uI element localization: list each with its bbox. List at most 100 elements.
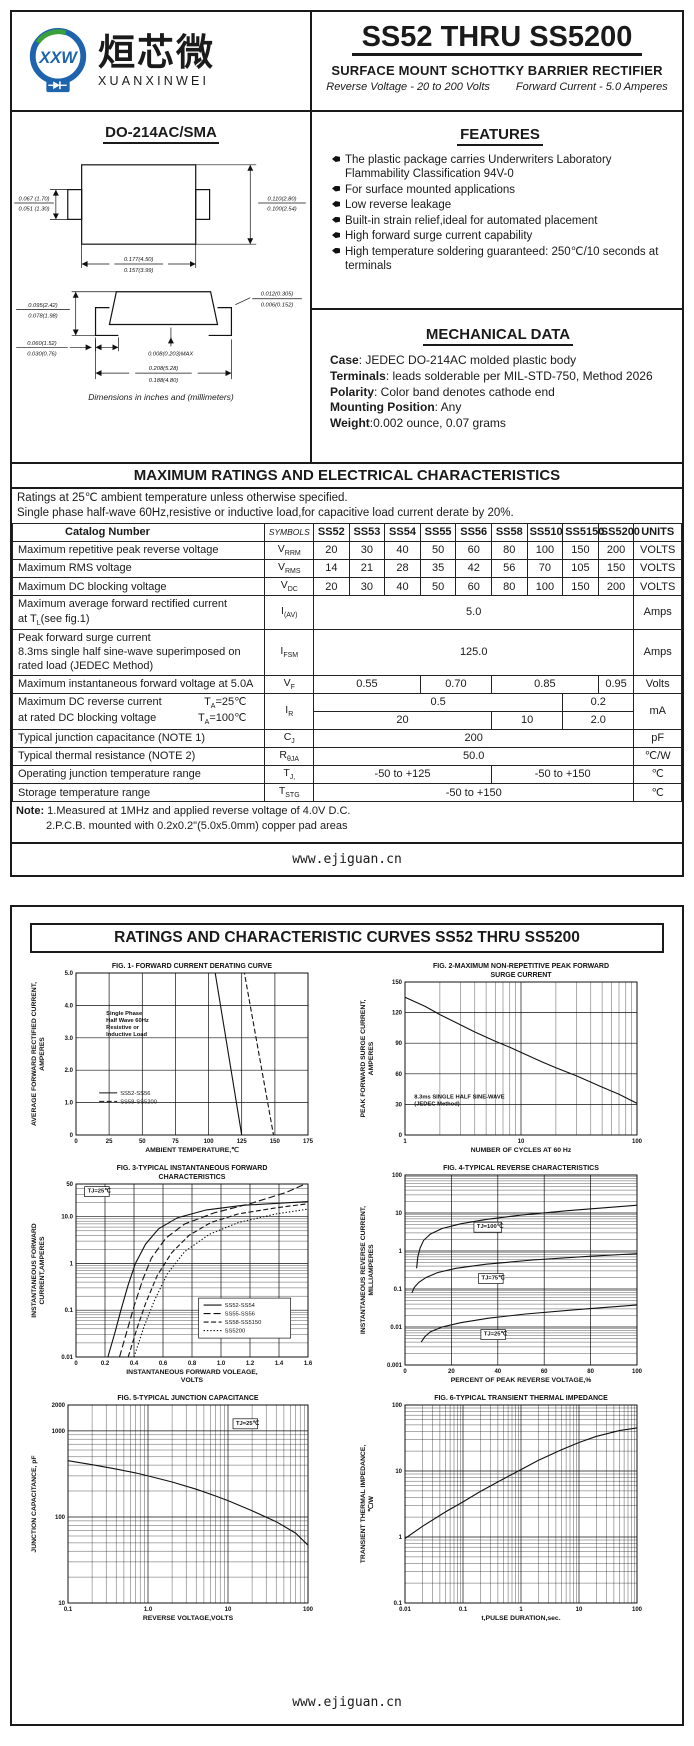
feature-text: Low reverse leakage bbox=[345, 199, 452, 212]
svg-text:CURRENT,AMPERES: CURRENT,AMPERES bbox=[39, 1236, 46, 1304]
feature-text: High temperature soldering guaranteed: 2… bbox=[345, 245, 659, 272]
table-header-row: Catalog Number SYMBOLS SS52 SS53 SS54 SS55 SS5… bbox=[11, 523, 682, 542]
svg-text:40: 40 bbox=[494, 1369, 501, 1375]
svg-text:0.1: 0.1 bbox=[63, 1607, 72, 1613]
ratings-table-container: Catalog Number SYMBOLS SS52 SS53 SS54 SS55 SS5… bbox=[11, 523, 682, 803]
table-cell: 0.55 bbox=[313, 674, 421, 694]
svg-text:SS52-SS54: SS52-SS54 bbox=[224, 1303, 255, 1309]
table-cell: 30 bbox=[348, 577, 386, 597]
table-cell: 80 bbox=[491, 577, 528, 597]
table-cell: 14 bbox=[313, 558, 350, 579]
svg-text:10: 10 bbox=[395, 1211, 402, 1217]
svg-text:FIG. 6-TYPICAL TRANSIENT THERM: FIG. 6-TYPICAL TRANSIENT THERMAL IMPEDAN… bbox=[434, 1395, 608, 1402]
svg-text:INSTANTANEOUS REVERSE CURRENT,: INSTANTANEOUS REVERSE CURRENT, bbox=[360, 1206, 367, 1334]
mechanical-value: : Color band denotes cathode end bbox=[374, 384, 555, 399]
table-cell: Amps bbox=[633, 595, 682, 630]
document-subtitle: SURFACE MOUNT SCHOTTKY BARRIER RECTIFIER bbox=[331, 63, 663, 79]
table-cell: IR bbox=[264, 692, 315, 730]
fig1-figure: FIG. 1- FORWARD CURRENT DERATING CURVE 0 2… bbox=[28, 957, 338, 1159]
dim-tab-height-mm: 0.051 (1.30) bbox=[19, 206, 50, 212]
feature-text: Built-in strain relief,ideal for automat… bbox=[345, 214, 598, 227]
table-cell: VOLTS bbox=[633, 558, 682, 579]
column-header: SS55 bbox=[419, 523, 457, 542]
page1-footer-url: www.ejiguan.cn bbox=[12, 842, 682, 875]
package-title: DO-214AC/SMA bbox=[12, 124, 310, 144]
svg-text:1: 1 bbox=[69, 1261, 73, 1267]
mechanical-label: Weight bbox=[330, 416, 370, 431]
table-row: Peak forward surge current 8.3ms single h… bbox=[11, 628, 682, 676]
table-cell: 20 bbox=[313, 540, 350, 560]
charts-grid: FIG. 1- FORWARD CURRENT DERATING CURVE 0 2… bbox=[12, 955, 682, 1627]
svg-text:AVERAGE FORWARD RECTIFIED CURR: AVERAGE FORWARD RECTIFIED CURRENT, bbox=[31, 982, 38, 1126]
svg-text:1: 1 bbox=[398, 1535, 402, 1541]
table-cell: 200 bbox=[597, 540, 635, 560]
table-row: Operating junction temperature range TJ, -… bbox=[11, 764, 682, 785]
svg-text:(JEDEC Method): (JEDEC Method) bbox=[414, 1101, 459, 1107]
tagline-reverse-voltage: Reverse Voltage - 20 to 200 Volts bbox=[326, 81, 490, 94]
table-cell: Typical junction capacitance (NOTE 1) bbox=[11, 728, 266, 748]
column-header: UNITS bbox=[633, 523, 682, 542]
bullet-arrow-icon bbox=[332, 201, 340, 208]
svg-text:10: 10 bbox=[517, 1139, 524, 1145]
svg-text:INSTANTANEOUS FORWARD VOLEAGE,: INSTANTANEOUS FORWARD VOLEAGE, bbox=[126, 1369, 258, 1376]
dim-body-height-mm: 0.100(2.54) bbox=[267, 206, 296, 212]
fig4-figure: FIG. 4-TYPICAL REVERSE CHARACTERISTICS 0 2… bbox=[357, 1159, 667, 1389]
table-cell: 100 bbox=[526, 540, 564, 560]
mechanical-row: Mounting Position: Any bbox=[330, 400, 666, 416]
column-header: SYMBOLS bbox=[264, 523, 315, 542]
dim-lead-thickness-in: 0.012(0.305) bbox=[261, 292, 294, 298]
svg-text:60: 60 bbox=[540, 1369, 547, 1375]
column-header: SS56 bbox=[455, 523, 492, 542]
table-cell: Amps bbox=[633, 628, 682, 676]
svg-text:0.1: 0.1 bbox=[393, 1601, 402, 1607]
svg-text:0: 0 bbox=[74, 1361, 78, 1367]
table-cell: VRRM bbox=[264, 540, 315, 560]
table-cell: 50 bbox=[419, 540, 457, 560]
table-cell: IFSM bbox=[264, 628, 315, 676]
table-cell: 2.0 bbox=[562, 710, 635, 730]
svg-text:TJ=25℃: TJ=25℃ bbox=[87, 1188, 111, 1195]
column-header: SS54 bbox=[384, 523, 421, 542]
header: XXW 烜芯微 XUANXINWEI SS52 THRU SS5200 SURF… bbox=[12, 12, 682, 112]
features-list: The plastic package carries Underwriters… bbox=[332, 153, 668, 273]
table-cell: 35 bbox=[419, 558, 457, 579]
bullet-arrow-icon bbox=[332, 156, 340, 162]
table-row: Storage temperature range TSTG -50 to +150… bbox=[11, 783, 682, 803]
svg-text:100: 100 bbox=[203, 1139, 214, 1145]
svg-text:100: 100 bbox=[54, 1515, 65, 1521]
mechanical-value: :0.002 ounce, 0.07 grams bbox=[369, 416, 506, 431]
dim-body-width-in: 0.177(4.50) bbox=[124, 257, 153, 263]
condition-line: Single phase half-wave 60Hz,resistive or… bbox=[17, 506, 514, 519]
svg-text:SS52-SS56: SS52-SS56 bbox=[120, 1091, 150, 1097]
svg-text:50: 50 bbox=[66, 1182, 73, 1188]
svg-text:120: 120 bbox=[391, 1011, 402, 1017]
svg-text:50: 50 bbox=[138, 1139, 145, 1145]
features-title: FEATURES bbox=[332, 126, 668, 146]
table-cell: CJ bbox=[264, 728, 315, 748]
mechanical-data-rows: Case: JEDEC DO-214AC molded plastic body… bbox=[330, 353, 666, 432]
svg-text:100: 100 bbox=[631, 1139, 642, 1145]
svg-text:INSTANTANEOUS FORWARD: INSTANTANEOUS FORWARD bbox=[31, 1223, 38, 1317]
bullet-arrow-icon bbox=[332, 247, 340, 254]
table-cell: 20 bbox=[313, 577, 350, 597]
title-section: SS52 THRU SS5200 SURFACE MOUNT SCHOTTKY … bbox=[312, 12, 682, 110]
dim-overall-width-in: 0.208(5.28) bbox=[149, 366, 178, 372]
table-cell: 50.0 bbox=[313, 746, 635, 766]
side-dimension-lines bbox=[16, 291, 302, 380]
table-cell: 42 bbox=[455, 558, 492, 579]
svg-text:1.0: 1.0 bbox=[216, 1361, 225, 1367]
svg-text:10: 10 bbox=[224, 1607, 231, 1613]
diode-symbol-icon bbox=[48, 81, 67, 90]
table-cell: 56 bbox=[491, 558, 528, 579]
package-side-view bbox=[94, 291, 233, 337]
curves-section-title: RATINGS AND CHARACTERISTIC CURVES SS52 T… bbox=[30, 923, 664, 953]
table-cell: mA bbox=[633, 692, 682, 730]
fig1-chart: FIG. 1- FORWARD CURRENT DERATING CURVE 0 2… bbox=[31, 963, 314, 1154]
table-cell: Operating junction temperature range bbox=[11, 764, 266, 785]
svg-text:1.4: 1.4 bbox=[274, 1361, 283, 1367]
logo-chinese-name: 烜芯微 bbox=[98, 32, 215, 74]
svg-text:8.3ms SINGLE HALF SINE-WAVE: 8.3ms SINGLE HALF SINE-WAVE bbox=[414, 1094, 505, 1100]
table-cell: 70 bbox=[526, 558, 564, 579]
dim-profile-height-in: 0.095(2.42) bbox=[28, 303, 57, 309]
fig2-figure: FIG. 2-MAXIMUM NON-REPETITIVE PEAK FORWA… bbox=[357, 957, 667, 1159]
